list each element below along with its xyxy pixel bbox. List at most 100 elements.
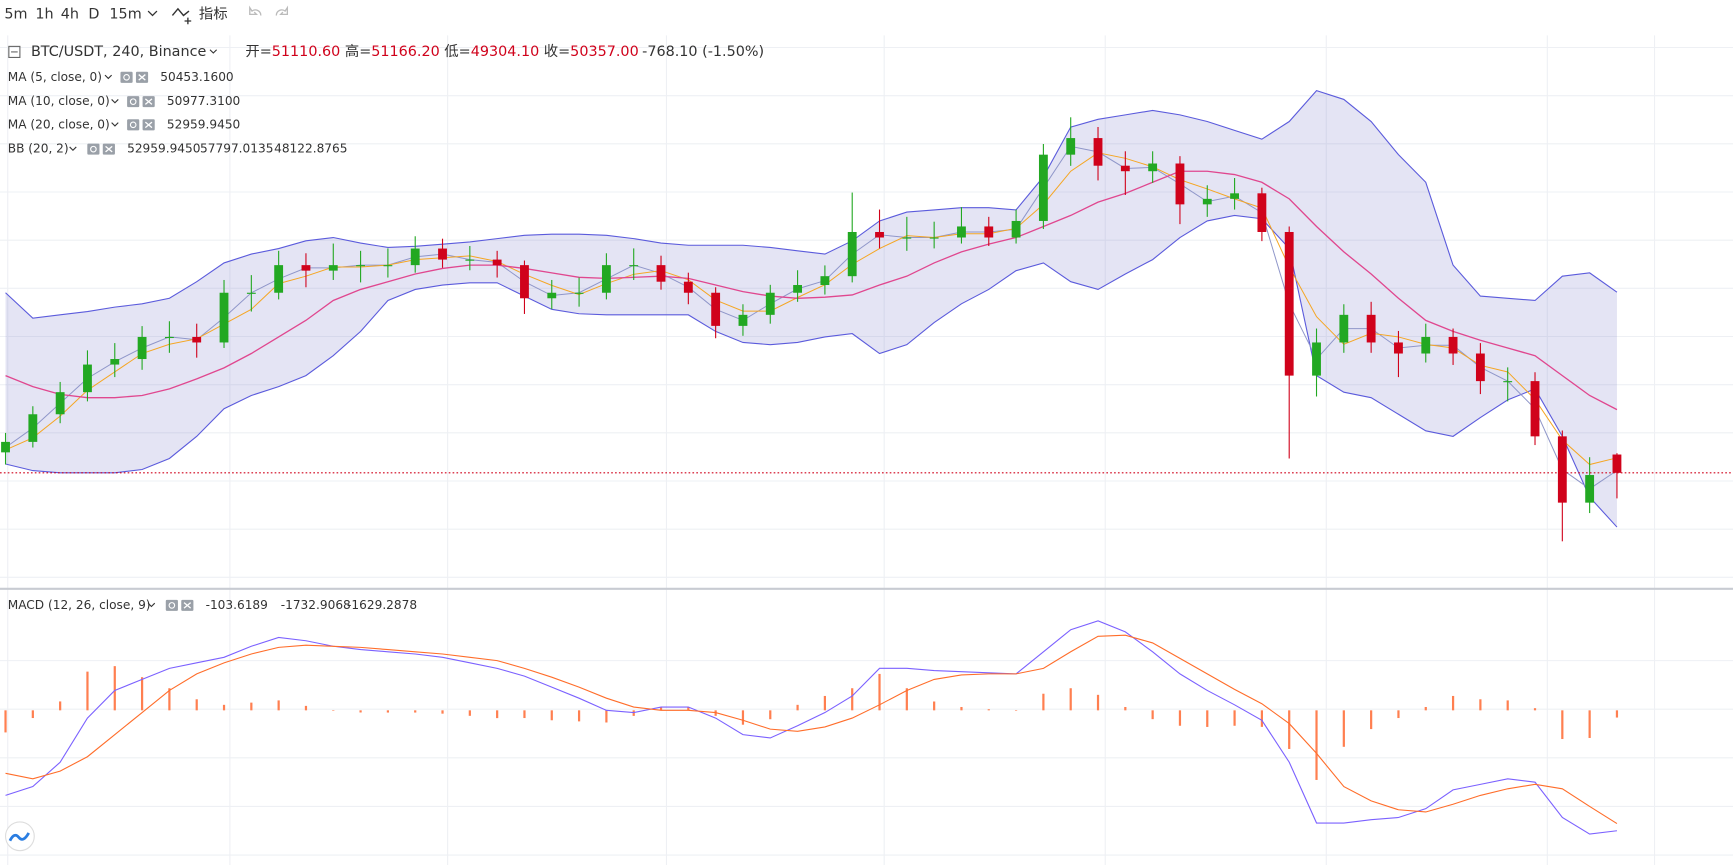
candle-body xyxy=(1202,198,1212,205)
ohlc-legend: 开=51110.60 xyxy=(245,44,340,60)
macd-histogram-bar xyxy=(878,673,881,711)
interval-button[interactable]: 5m xyxy=(4,6,27,22)
candle-body xyxy=(1230,193,1239,199)
candle-body xyxy=(1585,475,1595,503)
bb-lower xyxy=(5,214,1618,528)
macd-histogram-bar xyxy=(1014,710,1018,711)
candle-body xyxy=(246,292,256,294)
macd-histogram-bar xyxy=(1096,694,1100,711)
candle-body xyxy=(1,441,10,453)
indicators-button[interactable]: 指标 xyxy=(199,5,228,22)
indicator-name[interactable]: MACD (12, 26, close, 9) xyxy=(8,598,151,612)
ohlc-legend: 收=50357.00 xyxy=(544,43,639,60)
remove-x xyxy=(144,121,153,129)
indicator-name[interactable]: MA (10, close, 0) xyxy=(8,94,110,108)
macd-histogram-bar xyxy=(796,704,799,711)
macd-histogram-bar xyxy=(1288,710,1291,749)
indicator-value: -103.6189 xyxy=(206,598,268,612)
macd-histogram-bar xyxy=(1069,688,1072,711)
interval-dropdown[interactable] xyxy=(147,10,158,17)
candle-body xyxy=(164,336,174,339)
macd-histogram-bar xyxy=(1151,710,1154,720)
candle-body xyxy=(601,265,611,293)
visibility-toggle[interactable] xyxy=(120,71,133,83)
visibility-toggle[interactable] xyxy=(87,143,100,155)
ohlc-value: 51110.60 xyxy=(272,44,341,60)
macd-histogram-bar xyxy=(550,710,553,721)
symbol-dropdown[interactable] xyxy=(209,49,218,54)
collapse-icon[interactable] xyxy=(8,45,21,58)
indicator-dropdown xyxy=(111,99,119,104)
visibility-toggle[interactable] xyxy=(127,119,140,131)
candle-body xyxy=(875,231,884,238)
candle-body xyxy=(820,276,830,286)
candle-body xyxy=(1503,381,1513,383)
candle-body xyxy=(110,359,120,365)
interval-button[interactable]: 15m xyxy=(109,6,141,22)
indicator-value: 57797.0135 xyxy=(200,142,273,156)
candle-body xyxy=(1066,138,1076,155)
candle-body xyxy=(137,336,147,360)
indicator-name[interactable]: MA (5, close, 0) xyxy=(8,70,102,84)
change-label: -768.10 (-1.50%) xyxy=(642,44,764,60)
macd-histogram-bar xyxy=(222,704,226,711)
interval-button[interactable]: D xyxy=(88,6,99,22)
visibility-toggle[interactable] xyxy=(127,96,140,108)
candle-body xyxy=(1612,454,1622,473)
macd-histogram-bar xyxy=(140,677,144,711)
ohlc-value: 51166.20 xyxy=(371,44,440,60)
macd-histogram-bar xyxy=(933,701,936,711)
macd-histogram-bar xyxy=(1397,710,1400,719)
symbol-label[interactable]: BTC/USDT, 240, Binance xyxy=(31,44,207,60)
indicator-dropdown xyxy=(111,122,119,127)
visibility-toggle[interactable] xyxy=(165,599,178,611)
candle-body xyxy=(1312,342,1321,376)
macd-histogram-bar xyxy=(4,710,7,733)
macd-histogram-bar xyxy=(523,710,526,719)
macd-histogram-bar xyxy=(113,666,116,711)
macd-histogram-bar xyxy=(304,705,308,711)
macd-histogram-bar xyxy=(1178,710,1182,726)
indicator-name[interactable]: BB (20, 2) xyxy=(8,142,69,156)
interval-button[interactable]: 1h xyxy=(35,6,53,22)
candle-body xyxy=(1366,314,1376,343)
candle-body xyxy=(192,336,202,343)
ohlc-key: 开= xyxy=(245,44,271,60)
interval-button[interactable]: 4h xyxy=(61,6,79,22)
indicator-dropdown xyxy=(104,74,113,80)
redo-button[interactable] xyxy=(275,5,289,16)
candle-body xyxy=(356,265,366,267)
candle-body xyxy=(492,259,502,266)
candle-body xyxy=(547,292,557,299)
macd-histogram-bar xyxy=(1315,710,1318,780)
macd-histogram-bar xyxy=(1561,710,1564,740)
ohlc-key: 高= xyxy=(345,43,371,60)
macd-histogram-bar xyxy=(1506,700,1509,711)
indicator-value: 52959.9450 xyxy=(127,142,200,156)
undo-button[interactable] xyxy=(249,5,262,16)
macd-histogram-bar xyxy=(441,710,444,714)
macd-histogram-bar xyxy=(250,702,253,711)
ohlc-key: 低= xyxy=(444,43,470,60)
remove-x xyxy=(138,74,146,81)
indicator-value: 48122.8765 xyxy=(274,142,347,156)
macd-line xyxy=(5,620,1618,835)
candle-body xyxy=(1175,163,1185,205)
candle-body xyxy=(83,364,92,393)
candle-body xyxy=(629,265,639,267)
indicator-name[interactable]: MA (20, close, 0) xyxy=(8,117,110,131)
candle-body xyxy=(711,292,721,326)
logo[interactable] xyxy=(4,821,35,852)
candle-body xyxy=(383,265,393,267)
candle-body xyxy=(574,292,584,294)
candle-body xyxy=(274,265,284,293)
macd-histogram-bar xyxy=(1479,699,1482,711)
visibility-eye xyxy=(168,602,176,609)
indicator-icon[interactable] xyxy=(171,7,190,17)
macd-histogram-bar xyxy=(905,688,908,711)
candle-body xyxy=(847,231,857,277)
grid xyxy=(0,35,1733,865)
macd-histogram-bar xyxy=(659,706,663,711)
macd-histogram-bar xyxy=(1533,708,1537,711)
ohlc-key: 收= xyxy=(544,43,570,60)
